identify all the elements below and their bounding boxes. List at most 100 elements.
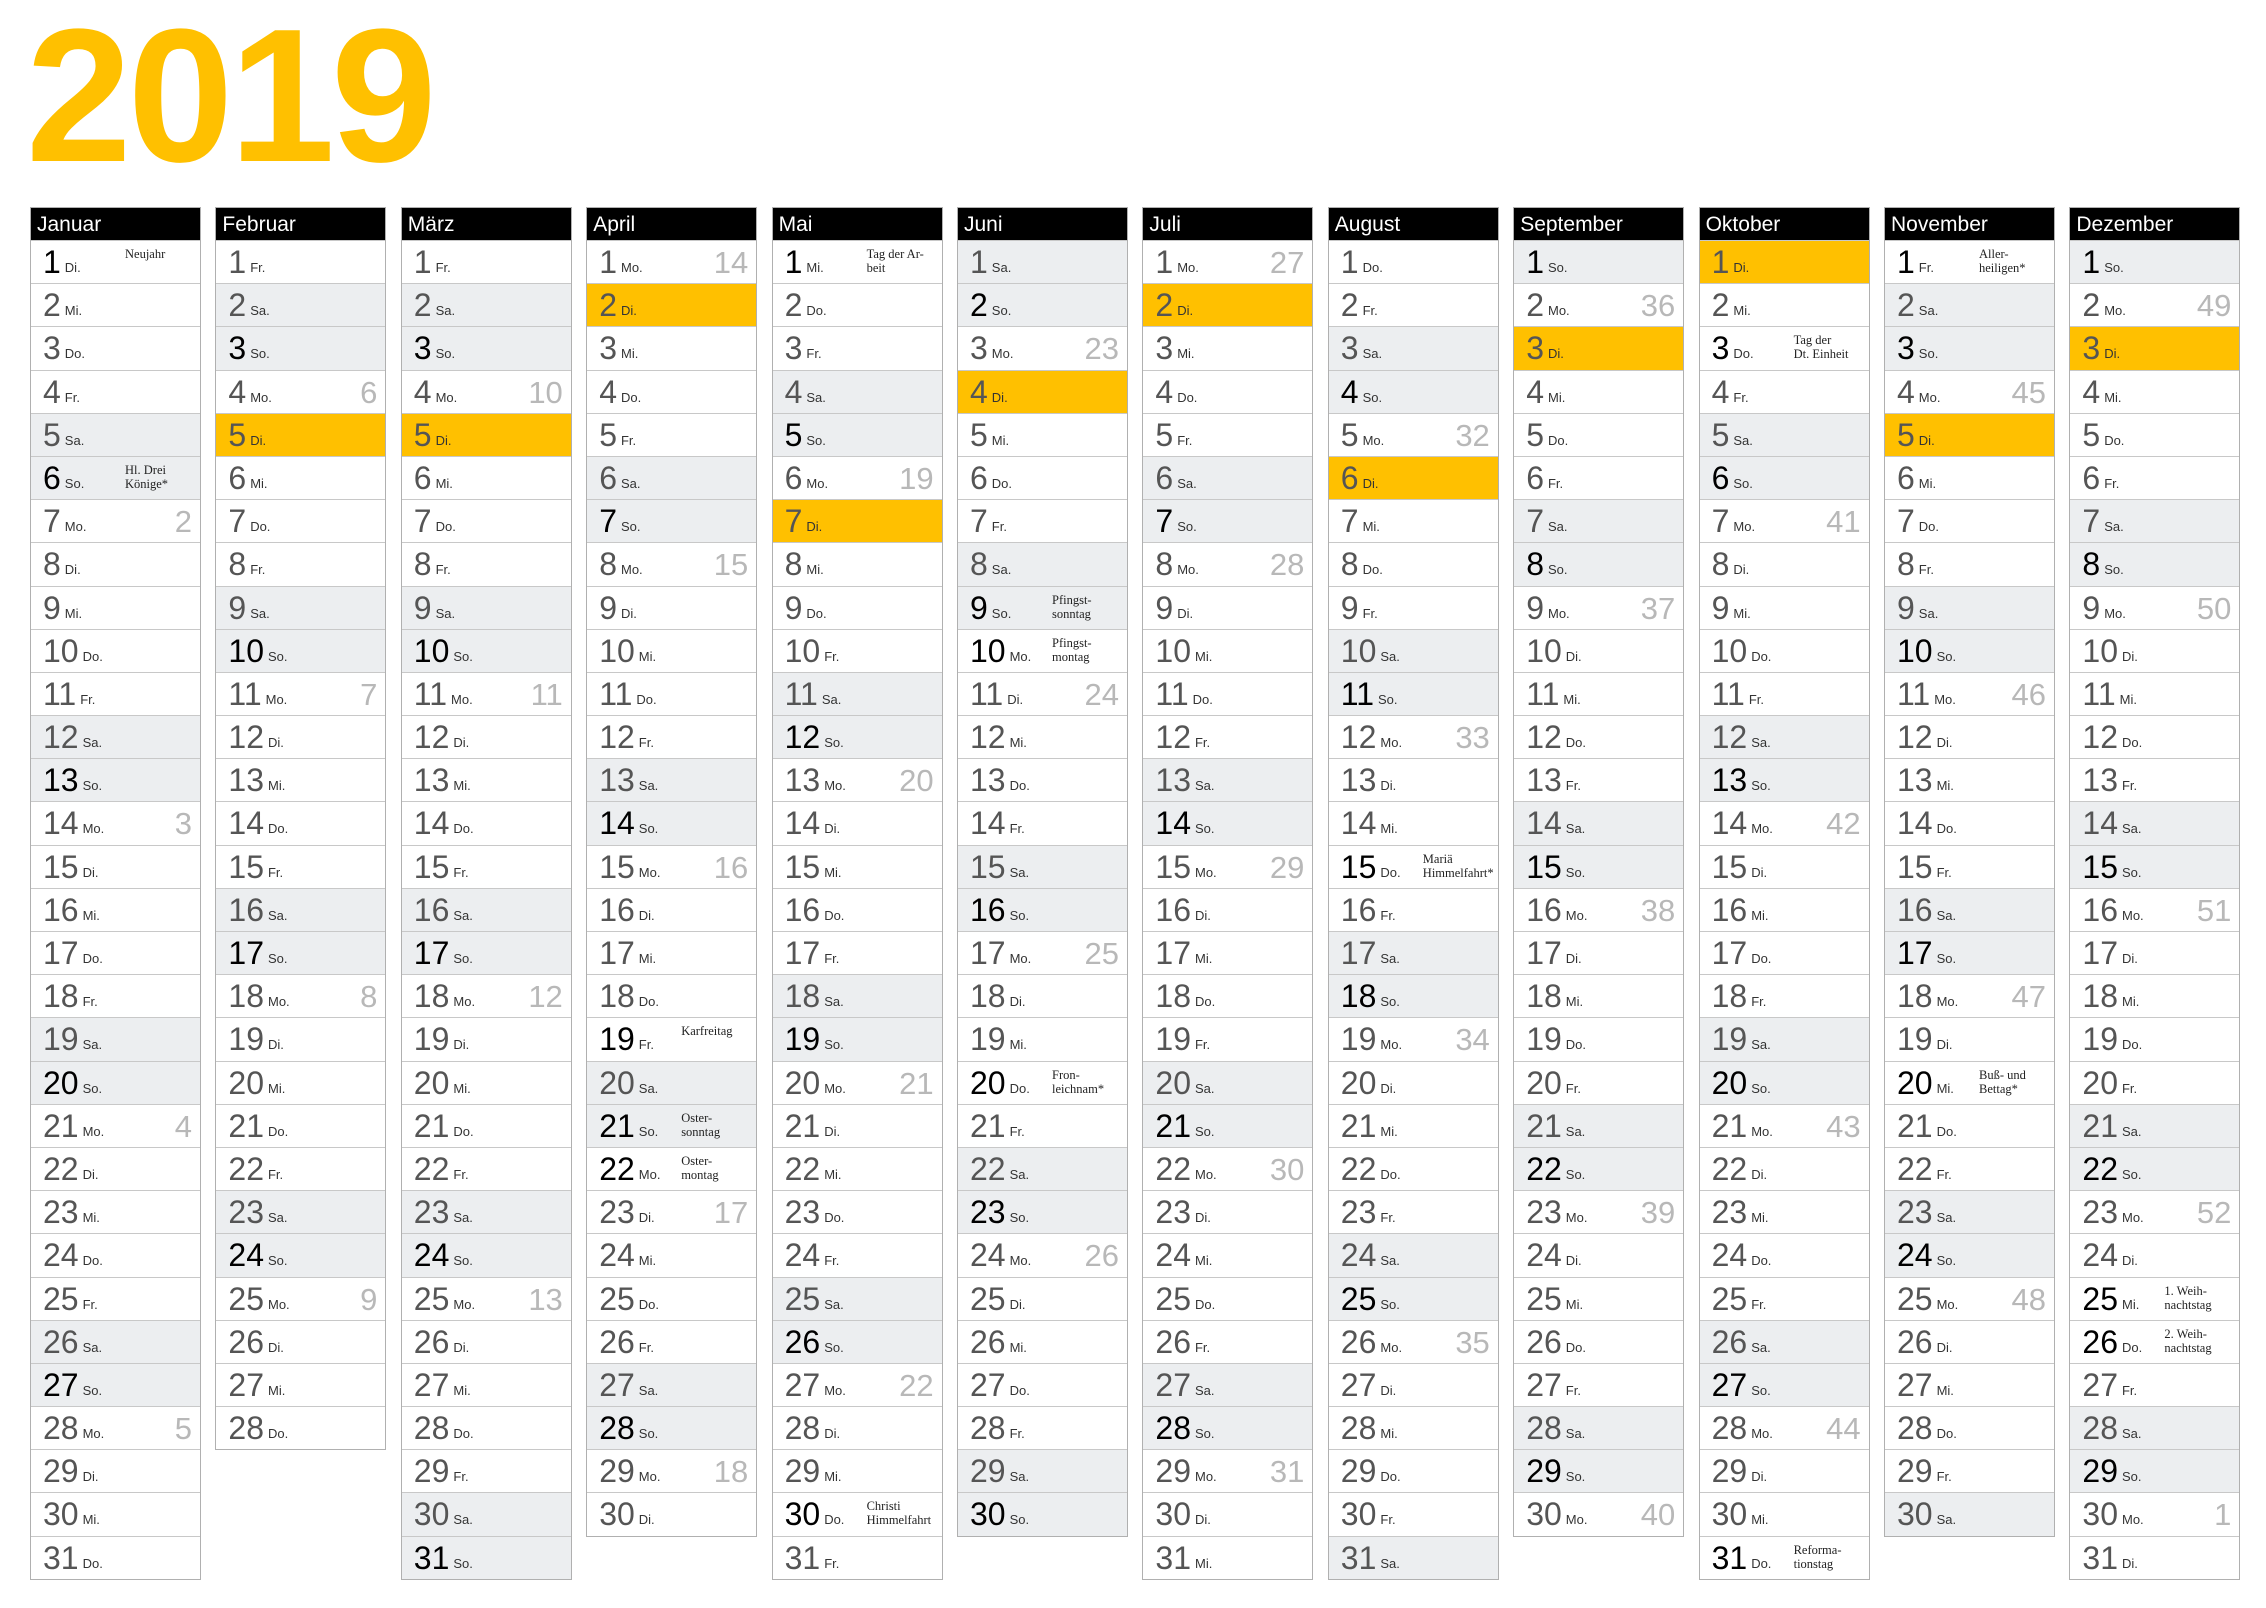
week-number: 35	[1455, 1324, 1490, 1360]
weekday: Fr.	[824, 648, 840, 664]
day-number: 28	[228, 1410, 264, 1447]
day-row: 8 Mo. 28	[1143, 542, 1313, 586]
weekday: Do.	[435, 519, 456, 535]
day-row: 16 So.	[958, 887, 1127, 931]
day-row: 16 Sa.	[1885, 887, 2054, 931]
weekday: Sa.	[1918, 605, 1939, 621]
weekday: Mi.	[453, 1080, 471, 1096]
day-row: 11 Mo. 46	[1885, 671, 2054, 716]
day-number: 25	[1897, 1280, 1933, 1317]
week-number: 19	[899, 460, 934, 496]
day-number: 8	[228, 546, 247, 583]
day-row: 23 Mi.	[1699, 1190, 1869, 1234]
day-row: 25 Mo. 48	[1885, 1276, 2054, 1320]
week-number: 13	[528, 1281, 563, 1317]
day-number: 5	[43, 416, 61, 453]
day-number: 6	[2082, 459, 2101, 496]
weekday: Do.	[1751, 1555, 1772, 1571]
day-number: 23	[1155, 1194, 1191, 1231]
day-number: 2	[43, 287, 61, 324]
day-row: 14 Sa.	[2070, 801, 2240, 845]
day-row: 9 Mo. 37	[1514, 585, 1684, 629]
day-row: 9 Sa.	[401, 585, 571, 629]
day-row: 21 Fr.	[958, 1103, 1127, 1147]
weekday: Do.	[267, 1426, 289, 1442]
day-row: 22 So.	[2070, 1146, 2240, 1191]
day-number: 9	[970, 589, 988, 626]
day-number: 28	[1340, 1410, 1377, 1447]
day-row: 11 Do.	[587, 671, 757, 716]
day-number: 26	[1340, 1323, 1377, 1360]
day-row: 30 Sa.	[401, 1492, 571, 1536]
weekday: So.	[1194, 1123, 1215, 1139]
day-row: 18 Do.	[587, 974, 757, 1018]
weekday: Mo.	[2121, 907, 2144, 923]
day-row: 27 Mi.	[401, 1362, 571, 1407]
day-number: 24	[2082, 1237, 2118, 1274]
day-row: 22 Mo. 30	[1143, 1146, 1313, 1191]
week-number: 2	[174, 504, 192, 540]
weekday: Di.	[824, 1426, 841, 1442]
weekday: Di.	[1194, 1512, 1211, 1528]
day-number: 15	[784, 848, 821, 885]
day-number: 27	[599, 1366, 635, 1403]
day-row: 5 Di.	[1885, 412, 2054, 456]
day-number: 3	[43, 330, 61, 367]
day-number: 29	[1711, 1453, 1748, 1490]
day-number: 13	[413, 762, 450, 799]
weekday: Sa.	[638, 778, 659, 794]
day-row: 8 So.	[2070, 542, 2240, 586]
day-row: 15 Mo. 29	[1143, 844, 1313, 888]
day-row: 20 Mi.	[216, 1060, 386, 1104]
day-number: 31	[2082, 1539, 2118, 1576]
day-row: 10 Mo. Pfingst- montag	[958, 628, 1127, 672]
day-number: 28	[970, 1410, 1006, 1447]
day-row: 11 Mi.	[1514, 671, 1684, 716]
day-row: 7 Sa.	[1514, 499, 1684, 543]
weekday: Do.	[1565, 735, 1587, 751]
day-row: 31 Mi.	[1143, 1535, 1313, 1579]
weekday: Mo.	[2104, 303, 2126, 319]
day-number: 31	[413, 1539, 450, 1576]
day-row: 31 Do.	[31, 1535, 200, 1579]
day-row: 17 Di.	[2070, 931, 2240, 975]
weekday: Mo.	[824, 1382, 846, 1398]
day-row: 11 Fr.	[31, 671, 200, 716]
day-number: 4	[43, 373, 61, 410]
week-number: 28	[1269, 547, 1305, 583]
day-number: 18	[228, 978, 264, 1015]
weekday: Fr.	[1565, 1382, 1581, 1398]
day-number: 9	[228, 589, 247, 626]
day-row: 5 Mo. 32	[1328, 412, 1498, 456]
weekday: Do.	[2121, 1037, 2143, 1053]
month-name: März	[401, 208, 571, 240]
weekday: Di.	[82, 1469, 99, 1485]
day-row: 1 So.	[2070, 240, 2240, 284]
weekday: Di.	[991, 389, 1008, 405]
day-number: 12	[1711, 719, 1748, 756]
day-number: 22	[2082, 1150, 2118, 1187]
day-number: 24	[1340, 1237, 1377, 1274]
weekday: Mi.	[638, 951, 657, 966]
day-number: 24	[413, 1237, 450, 1274]
day-number: 29	[970, 1453, 1006, 1490]
weekday: Sa.	[1380, 648, 1400, 664]
weekday: Mo.	[451, 691, 473, 707]
day-number: 20	[1340, 1064, 1377, 1101]
weekday: Mi.	[1380, 1123, 1398, 1139]
day-row: 4 Mi.	[1514, 369, 1684, 413]
weekday: Sa.	[2104, 519, 2124, 535]
day-row: 23 Mo. 39	[1514, 1190, 1684, 1234]
day-row: 7 Do.	[1885, 499, 2054, 543]
weekday: Fr.	[1194, 1037, 1211, 1053]
day-number: 15	[1526, 848, 1562, 885]
weekday: Di.	[1380, 778, 1397, 794]
weekday: Di.	[1007, 691, 1024, 707]
day-row: 30 Mo. 1	[2070, 1492, 2240, 1536]
weekday: Mo.	[267, 994, 290, 1010]
weekday: So.	[2121, 1166, 2142, 1182]
week-number: 10	[528, 374, 563, 410]
weekday: Do.	[1009, 1080, 1030, 1096]
day-row: 15 Mi.	[772, 844, 942, 888]
weekday: Mi.	[620, 346, 639, 362]
